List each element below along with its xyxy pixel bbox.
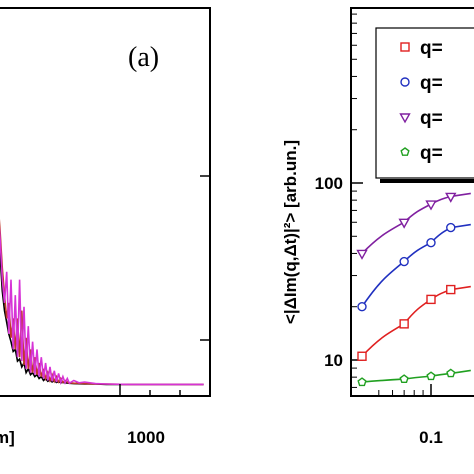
panel-b-point-2-2 [425, 200, 437, 211]
legend-label-0: q= [420, 38, 443, 59]
panel-b-point-0-1 [399, 319, 409, 329]
legend-label-3: q= [420, 143, 443, 164]
panel-b-y-tick-label-1: 100 [315, 174, 343, 193]
panel-b-y-axis-label: <|ΔIm(q,Δt)|²> [arb.un.] [281, 140, 300, 324]
panel-b-point-3-2 [426, 371, 436, 381]
legend-marker-0 [400, 42, 410, 52]
panel-b-curves [361, 192, 471, 383]
panel-b-fit-curve-0 [361, 285, 471, 357]
panel-b-point-0-0 [357, 351, 367, 361]
panel-b-point-1-1 [399, 256, 409, 267]
panel-b-ticks: 10 100 0.1 [315, 13, 443, 447]
panel-b-point-2-0 [356, 249, 368, 260]
panel-a-x-tick-label-0: 1000 [127, 428, 165, 447]
panel-a-x-axis-label: m] [0, 428, 15, 447]
panel-b-y-tick-label-0: 10 [324, 351, 343, 370]
legend-label-1: q= [420, 73, 443, 94]
panel-a-label: (a) [128, 42, 159, 73]
legend-marker-1 [400, 77, 410, 87]
panel-a-lines [0, 218, 204, 386]
panel-b-point-1-0 [357, 302, 367, 312]
panel-a-ticks: 1000 [119, 175, 210, 447]
legend-marker-3 [400, 147, 410, 156]
panel-b-points [356, 192, 457, 387]
panel-b-point-2-1 [398, 218, 410, 229]
panel-b-point-2-3 [445, 192, 457, 203]
panel-b-point-3-0 [357, 377, 367, 387]
panel-b-point-0-3 [446, 284, 456, 295]
panel-b-point-0-2 [426, 294, 436, 305]
legend-box [375, 27, 474, 179]
panel-a-frame [0, 7, 211, 397]
panel-b-frame [350, 7, 474, 397]
panel-b-point-1-3 [446, 222, 456, 233]
panel-a-series-2 [0, 226, 204, 386]
panel-a: 1000 (a) m] [0, 7, 211, 447]
legend-label-2: q= [420, 108, 443, 129]
panel-b-point-3-3 [446, 368, 456, 378]
panel-b-point-1-2 [426, 237, 436, 248]
legend: q= q= q= q= [375, 27, 474, 183]
panel-b-fit-curve-2 [361, 192, 471, 254]
legend-marker-2 [399, 113, 411, 124]
panel-b-point-3-1 [399, 374, 409, 383]
panel-b-fit-curve-1 [361, 223, 471, 308]
panel-b: 10 100 0.1 q= q= q= q= <|ΔIm(q,Δt)|²> [arb.un… [281, 7, 474, 447]
panel-b-x-tick-label-0: 0.1 [419, 428, 443, 447]
panel-b-fit-curve-3 [361, 369, 471, 383]
